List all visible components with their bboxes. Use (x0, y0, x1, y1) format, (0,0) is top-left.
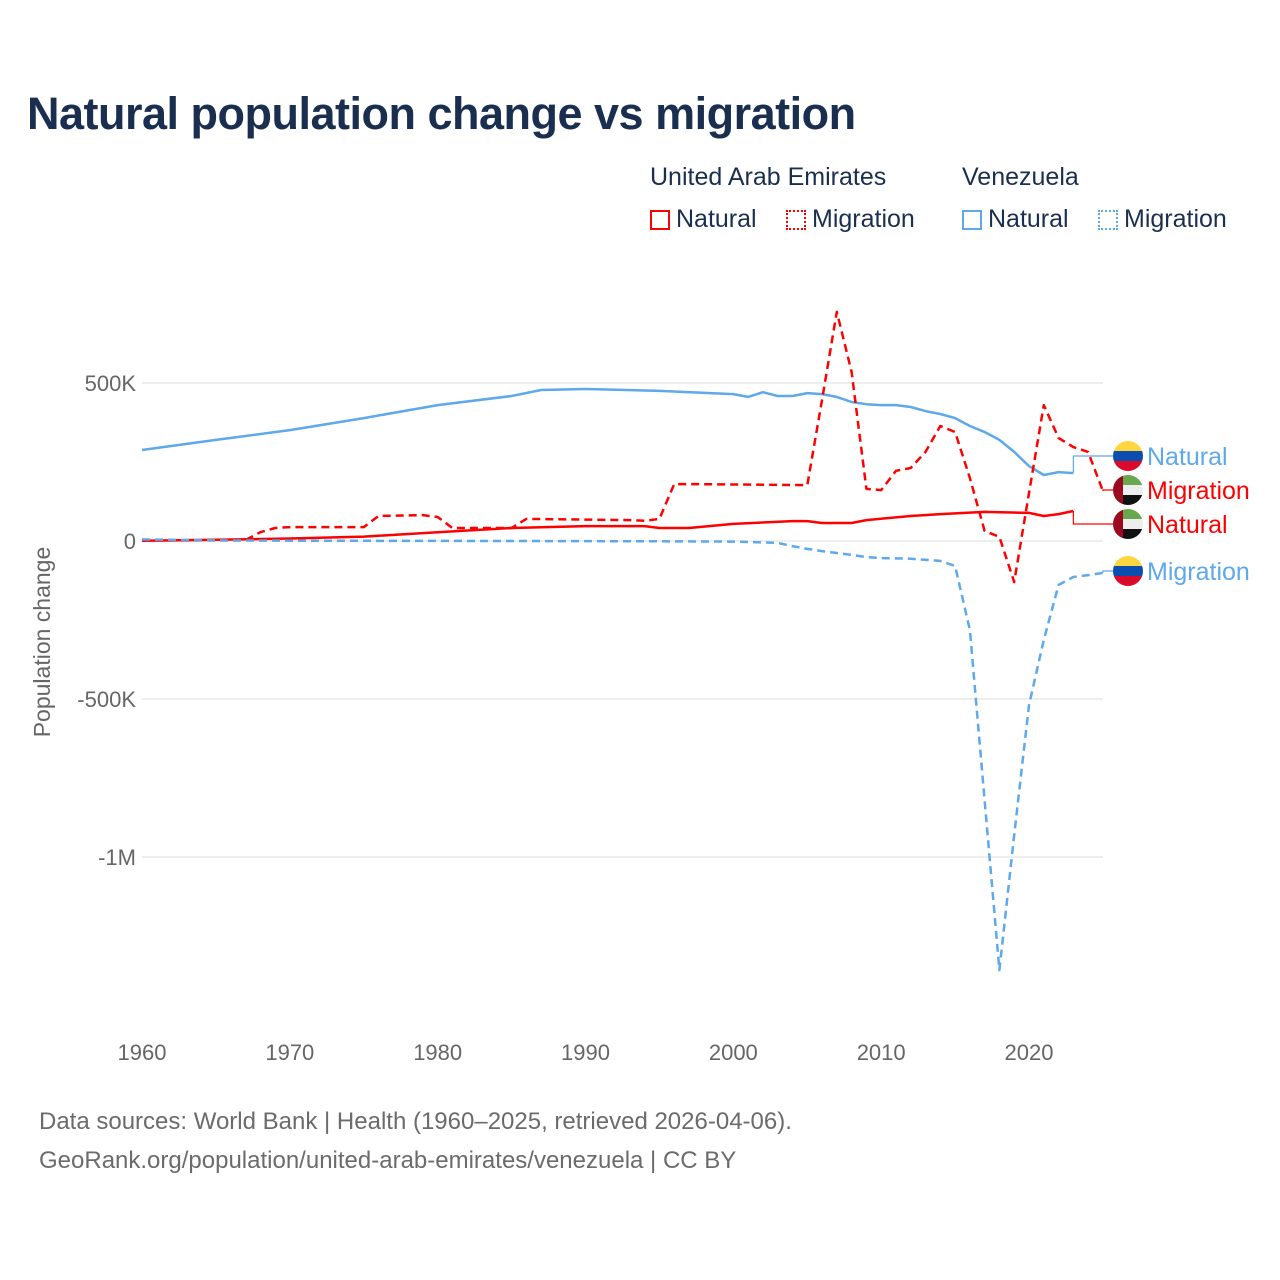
uae-flag-icon (1113, 475, 1143, 505)
label-connector (1072, 455, 1113, 474)
legend-uae-natural[interactable]: Natural (650, 205, 757, 234)
source-url[interactable]: GeoRank.org/population/united-arab-emira… (39, 1147, 737, 1174)
source-note: Data sources: World Bank | Health (1960–… (39, 1108, 792, 1135)
label-connector (1102, 570, 1113, 573)
y-tick-label: 0 (124, 529, 136, 554)
legend-venezuela-natural[interactable]: Natural (962, 205, 1069, 234)
end-label: Migration (1147, 477, 1250, 505)
legend-group-uae: United Arab Emirates (650, 163, 887, 191)
x-tick-label: 2020 (1005, 1040, 1054, 1065)
x-tick-label: 1980 (413, 1040, 462, 1065)
end-label: Natural (1147, 443, 1228, 471)
venezuela-flag-icon (1113, 556, 1143, 586)
dotted-swatch-icon (1098, 209, 1118, 230)
end-label-flag (1113, 441, 1143, 471)
legend-label: Migration (812, 205, 915, 233)
series-line-venezuela-migration (141, 538, 1104, 972)
x-tick-label: 1990 (561, 1040, 610, 1065)
x-tick-label: 2010 (857, 1040, 906, 1065)
solid-swatch-icon (650, 209, 670, 230)
legend-label: Natural (676, 205, 757, 233)
uae-flag-icon (1113, 509, 1143, 539)
chart-title: Natural population change vs migration (27, 88, 856, 139)
legend-group-venezuela: Venezuela (962, 163, 1079, 191)
series-line-venezuela-natural (141, 387, 1074, 477)
y-tick-label: -500K (77, 687, 136, 712)
end-label: Migration (1147, 558, 1250, 586)
x-tick-label: 2000 (709, 1040, 758, 1065)
legend-venezuela-migration[interactable]: Migration (1098, 205, 1227, 234)
label-connector (1072, 510, 1113, 525)
legend-label: Migration (1124, 205, 1227, 233)
y-tick-label: -1M (98, 845, 136, 870)
series-line-united-arab-emirates-natural (141, 509, 1074, 542)
dotted-swatch-icon (786, 209, 806, 230)
legend-uae-migration[interactable]: Migration (786, 205, 915, 234)
x-tick-label: 1970 (265, 1040, 314, 1065)
series-line-united-arab-emirates-migration (142, 310, 1105, 584)
end-label-flag (1113, 556, 1143, 586)
x-tick-label: 1960 (118, 1040, 167, 1065)
venezuela-flag-icon (1113, 441, 1143, 471)
y-tick-label: 500K (85, 371, 137, 396)
legend-label: Natural (988, 205, 1069, 233)
end-label-flag (1113, 475, 1143, 505)
end-label: Natural (1147, 511, 1228, 539)
label-connector (1102, 489, 1113, 492)
end-label-flag (1113, 509, 1143, 539)
solid-swatch-icon (962, 209, 982, 230)
y-axis-label: Population change (29, 547, 55, 738)
